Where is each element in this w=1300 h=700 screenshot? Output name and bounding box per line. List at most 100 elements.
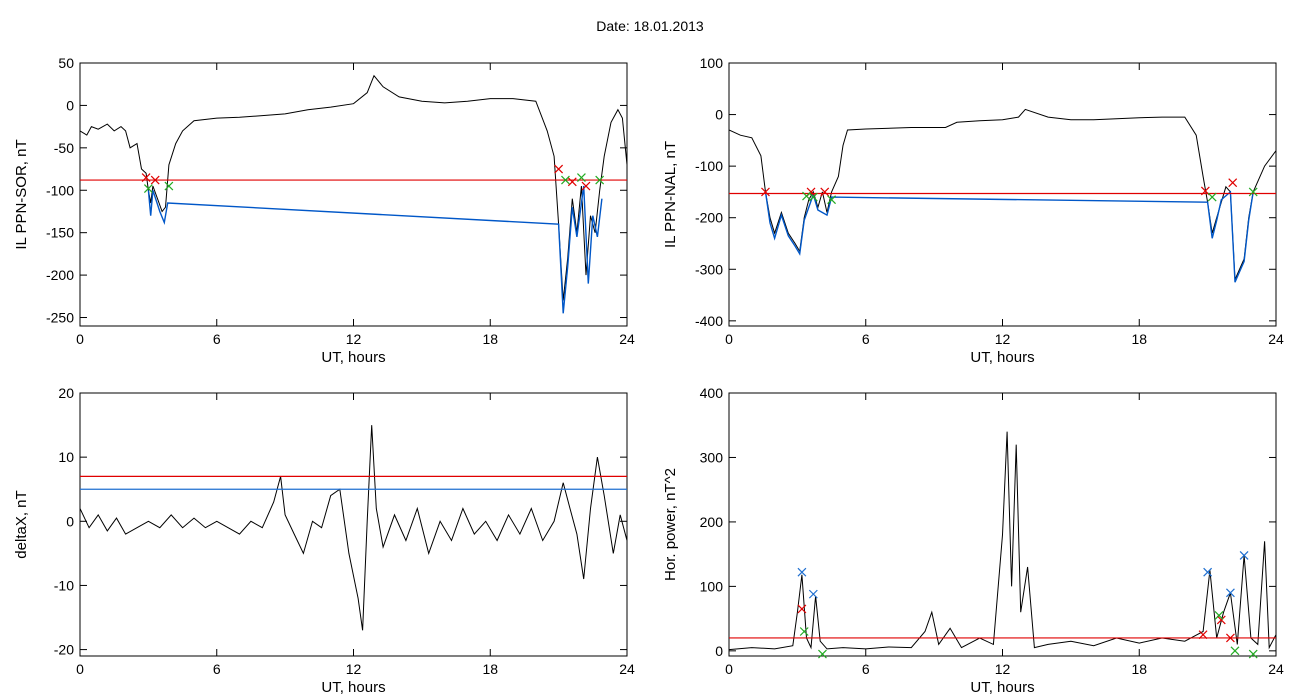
x-axis-label: UT, hours bbox=[970, 349, 1034, 366]
y-tick-label: -100 bbox=[695, 158, 723, 174]
plot-area bbox=[80, 74, 627, 314]
plot-area bbox=[729, 108, 1276, 283]
marker-stroke bbox=[561, 175, 570, 185]
y-axis-label: deltaX, nT bbox=[13, 490, 30, 558]
marker-red bbox=[1225, 633, 1235, 643]
marker-stroke bbox=[1230, 646, 1240, 656]
x-axis-label: UT, hours bbox=[321, 679, 385, 696]
marker-green bbox=[818, 649, 827, 659]
marker-stroke bbox=[808, 589, 818, 599]
x-tick-label: 18 bbox=[482, 331, 498, 347]
marker-stroke bbox=[595, 175, 605, 185]
y-tick-label: -50 bbox=[54, 140, 74, 156]
page-title: Date: 18.01.2013 bbox=[596, 18, 704, 34]
marker-blue bbox=[1225, 588, 1235, 598]
x-tick-label: 12 bbox=[995, 331, 1011, 347]
plot-frame bbox=[79, 62, 628, 327]
marker-stroke bbox=[1203, 567, 1213, 577]
y-tick-label: 0 bbox=[66, 97, 74, 113]
marker-red bbox=[797, 604, 807, 614]
x-tick-label: 24 bbox=[619, 661, 635, 677]
marker-stroke bbox=[797, 567, 807, 577]
x-tick-label: 18 bbox=[1131, 331, 1147, 347]
x-tick-label: 12 bbox=[346, 331, 362, 347]
marker-stroke bbox=[1239, 551, 1249, 560]
y-tick-label: 20 bbox=[58, 385, 74, 401]
marker-stroke bbox=[1216, 615, 1226, 625]
x-axis-label: UT, hours bbox=[970, 679, 1034, 696]
marker-green bbox=[561, 175, 570, 185]
marker-green bbox=[143, 184, 153, 193]
series-line bbox=[80, 425, 627, 631]
x-tick-label: 12 bbox=[995, 661, 1011, 677]
x-tick-label: 6 bbox=[213, 331, 221, 347]
marker-red bbox=[567, 177, 577, 187]
y-tick-label: 200 bbox=[700, 514, 724, 530]
x-tick-label: 6 bbox=[862, 331, 870, 347]
marker-red bbox=[150, 175, 160, 185]
x-tick-label: 0 bbox=[725, 661, 733, 677]
x-tick-label: 12 bbox=[346, 661, 362, 677]
y-tick-label: 400 bbox=[700, 385, 724, 401]
marker-stroke bbox=[1207, 192, 1217, 202]
y-axis-label: IL PPN-NAL, nT bbox=[662, 141, 679, 248]
x-tick-label: 18 bbox=[1131, 661, 1147, 677]
x-tick-label: 18 bbox=[482, 661, 498, 677]
y-tick-label: 0 bbox=[715, 643, 723, 659]
x-tick-label: 24 bbox=[1268, 661, 1284, 677]
y-tick-label: -200 bbox=[695, 210, 723, 226]
plot-area bbox=[729, 431, 1276, 651]
y-tick-label: -150 bbox=[46, 225, 74, 241]
marker-green bbox=[827, 195, 836, 205]
y-tick-label: 100 bbox=[700, 55, 724, 71]
marker-red bbox=[554, 164, 564, 174]
marker-stroke bbox=[1228, 178, 1238, 188]
marker-blue bbox=[1203, 567, 1213, 577]
y-tick-label: -10 bbox=[54, 577, 74, 593]
marker-stroke bbox=[799, 627, 809, 636]
x-tick-label: 24 bbox=[1268, 331, 1284, 347]
marker-green bbox=[595, 175, 605, 185]
x-tick-label: 0 bbox=[725, 331, 733, 347]
y-tick-label: -100 bbox=[46, 182, 74, 198]
marker-stroke bbox=[141, 173, 151, 182]
marker-red bbox=[820, 187, 830, 197]
marker-stroke bbox=[1225, 588, 1235, 598]
marker-green bbox=[1230, 646, 1240, 656]
series-highlight bbox=[147, 185, 603, 314]
marker-stroke bbox=[143, 184, 153, 193]
marker-stroke bbox=[581, 181, 591, 191]
marker-stroke bbox=[1248, 649, 1258, 659]
chart-panel-4: 0 6 12 18 24 0 100 200 300 400 UT, hours Hor. power… bbox=[662, 385, 1284, 696]
y-tick-label: -400 bbox=[695, 313, 723, 329]
series-line bbox=[729, 431, 1276, 651]
x-tick-label: 24 bbox=[619, 331, 635, 347]
y-tick-label: -20 bbox=[54, 642, 74, 658]
x-tick-label: 0 bbox=[76, 331, 84, 347]
marker-green bbox=[799, 627, 809, 636]
marker-green bbox=[808, 192, 818, 202]
y-tick-label: -200 bbox=[46, 267, 74, 283]
y-tick-label: 10 bbox=[58, 449, 74, 465]
marker-stroke bbox=[1200, 186, 1210, 196]
chart-panel-1: 0 6 12 18 24 -250 -200 -150 -100 -50 0 50 UT, hours I… bbox=[13, 55, 635, 366]
chart-panel-3: 0 6 12 18 24 -20 -10 0 10 20 UT, hours deltaX, nT bbox=[13, 385, 635, 696]
marker-green bbox=[1248, 187, 1258, 197]
marker-green bbox=[576, 173, 586, 182]
marker-green bbox=[1248, 649, 1258, 659]
marker-red bbox=[761, 187, 770, 197]
marker-stroke bbox=[808, 192, 818, 202]
y-tick-label: 300 bbox=[700, 449, 724, 465]
marker-red bbox=[581, 181, 591, 191]
marker-stroke bbox=[576, 173, 586, 182]
marker-red bbox=[1216, 615, 1226, 625]
y-tick-label: 100 bbox=[700, 578, 724, 594]
y-tick-label: 0 bbox=[715, 107, 723, 123]
y-tick-label: -250 bbox=[46, 310, 74, 326]
marker-blue bbox=[808, 589, 818, 599]
y-axis-label: IL PPN-SOR, nT bbox=[13, 139, 30, 249]
marker-green bbox=[1207, 192, 1217, 202]
y-axis-label: Hor. power, nT^2 bbox=[662, 468, 679, 581]
plot-area bbox=[80, 425, 627, 631]
